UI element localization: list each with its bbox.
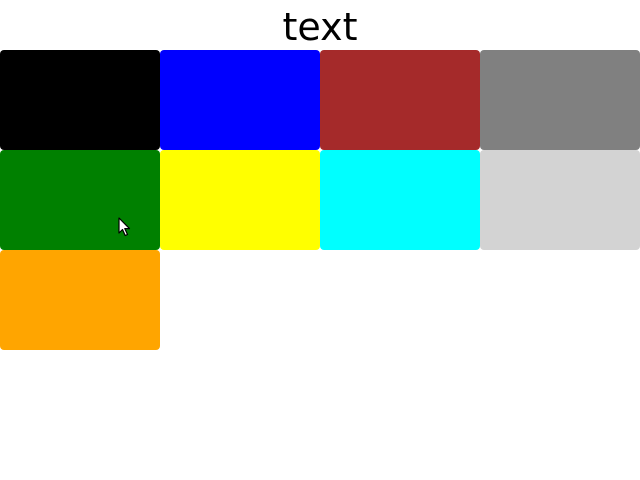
swatch-gray[interactable]	[480, 50, 640, 150]
swatch-black[interactable]	[0, 50, 160, 150]
page-title: text	[282, 5, 358, 49]
swatch-brown[interactable]	[320, 50, 480, 150]
swatch-blue[interactable]	[160, 50, 320, 150]
swatch-cyan[interactable]	[320, 150, 480, 250]
swatch-orange[interactable]	[0, 250, 160, 350]
swatch-lightgray[interactable]	[480, 150, 640, 250]
color-swatch-grid	[0, 50, 640, 350]
swatch-green[interactable]	[0, 150, 160, 250]
swatch-yellow[interactable]	[160, 150, 320, 250]
